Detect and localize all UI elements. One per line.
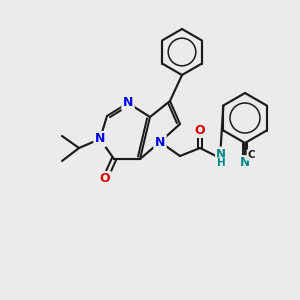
Text: N: N <box>155 136 165 148</box>
Text: C: C <box>247 150 255 160</box>
Text: H: H <box>217 158 225 168</box>
Text: N: N <box>95 133 105 146</box>
Text: O: O <box>100 172 110 185</box>
Text: N: N <box>216 148 226 160</box>
Text: N: N <box>240 157 250 169</box>
Text: O: O <box>195 124 205 136</box>
Text: N: N <box>123 97 133 110</box>
